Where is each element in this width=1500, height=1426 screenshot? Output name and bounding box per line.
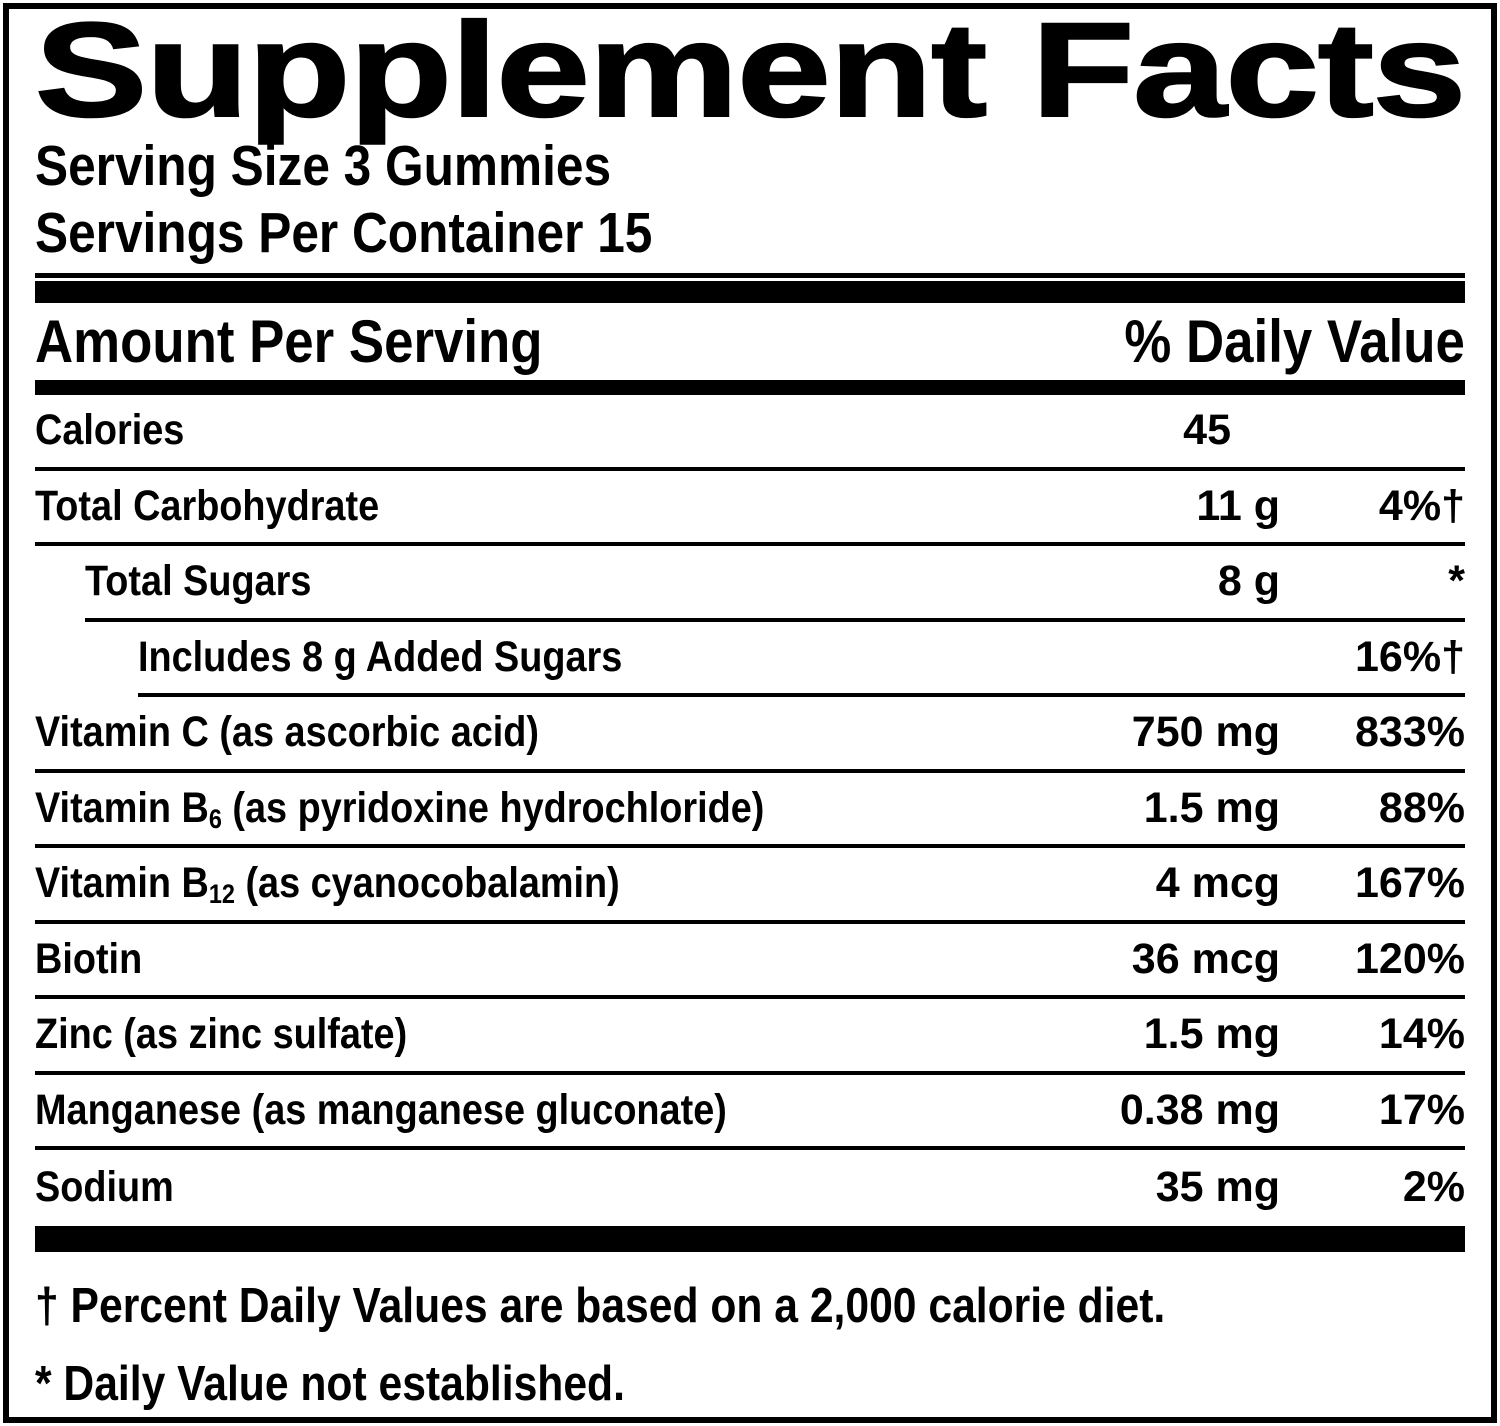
nutrient-amount: 0.38 mg (1119, 1085, 1280, 1134)
nutrient-daily-value: 88% (1378, 783, 1465, 832)
nutrient-daily-value: 167% (1355, 859, 1465, 908)
supplement-facts-panel: Supplement Facts Serving Size 3 Gummies … (3, 3, 1497, 1423)
nutrient-name: Vitamin B6 (as pyridoxine hydrochloride) (35, 783, 765, 834)
panel-title: Supplement Facts (34, 0, 1468, 145)
nutrient-daily-value: 14% (1378, 1010, 1465, 1059)
footnote-dv-not-established: * Daily Value not established. (35, 1356, 1465, 1412)
nutrient-row: Manganese (as manganese gluconate) 0.38 m… (35, 1075, 1465, 1150)
daily-value-header: % Daily Value (1124, 308, 1465, 375)
footnote-daily-values-text: † Percent Daily Values are based on a 2,… (35, 1278, 1166, 1333)
nutrient-daily-value: 4%† (1378, 481, 1465, 530)
nutrient-name: Total Sugars (85, 557, 312, 606)
nutrient-daily-value: 16%† (1355, 632, 1465, 681)
nutrient-name: Vitamin C (as ascorbic acid) (35, 708, 540, 757)
nutrient-name: Vitamin B12 (as cyanocobalamin) (35, 859, 620, 910)
nutrient-row: Vitamin B12 (as cyanocobalamin) 4 mcg 167% (35, 848, 1465, 924)
servings-per-container-line: Servings Per Container 15 (35, 200, 1465, 267)
serving-size-text: Serving Size 3 Gummies (35, 134, 612, 198)
nutrient-amount: 8 g (1217, 557, 1280, 606)
subscript: 12 (208, 879, 235, 910)
nutrient-daily-value: 120% (1355, 934, 1465, 983)
nutrient-name: Sodium (35, 1163, 174, 1212)
thick-divider-top (35, 281, 1465, 303)
nutrient-amount: 1.5 mg (1143, 1010, 1280, 1059)
subscript: 6 (208, 803, 222, 834)
nutrient-amount: 4 mcg (1155, 859, 1280, 908)
panel-title-text: Supplement Facts (34, 0, 1468, 145)
serving-size-line: Serving Size 3 Gummies (35, 133, 1465, 200)
nutrient-row: Includes 8 g Added Sugars 16%† (138, 622, 1465, 697)
footnote-daily-values: † Percent Daily Values are based on a 2,… (35, 1278, 1465, 1334)
nutrient-amount: 36 mcg (1131, 934, 1280, 983)
nutrient-daily-value: 17% (1378, 1085, 1465, 1134)
nutrient-row: Vitamin C (as ascorbic acid) 750 mg 833% (35, 697, 1465, 773)
nutrient-amount: 45 (1183, 406, 1231, 455)
nutrient-daily-value: 2% (1402, 1163, 1465, 1212)
table-header-row: Amount Per Serving % Daily Value (35, 303, 1465, 380)
medium-divider (35, 380, 1465, 395)
nutrient-row: Zinc (as zinc sulfate) 1.5 mg 14% (35, 999, 1465, 1075)
nutrient-amount: 35 mg (1155, 1163, 1280, 1212)
nutrient-name: Total Carbohydrate (35, 481, 380, 530)
thin-divider (35, 273, 1465, 278)
nutrient-row: Biotin 36 mcg 120% (35, 924, 1465, 999)
servings-per-container-text: Servings Per Container 15 (35, 201, 653, 265)
nutrient-name: Biotin (35, 934, 143, 983)
nutrient-daily-value: 833% (1355, 708, 1465, 757)
footnote-dv-not-established-text: * Daily Value not established. (35, 1356, 625, 1411)
nutrient-row: Sodium 35 mg 2% (35, 1150, 1465, 1226)
nutrient-row: Vitamin B6 (as pyridoxine hydrochloride)… (35, 773, 1465, 848)
nutrient-name: Includes 8 g Added Sugars (138, 632, 623, 681)
nutrient-amount: 750 mg (1131, 708, 1280, 757)
amount-per-serving-header: Amount Per Serving (35, 308, 543, 375)
nutrient-name: Zinc (as zinc sulfate) (35, 1010, 408, 1059)
nutrient-amount: 11 g (1196, 481, 1280, 530)
nutrient-row: Total Sugars 8 g * (85, 546, 1465, 622)
nutrient-row: Calories 45 (35, 395, 1465, 471)
nutrient-name: Calories (35, 406, 185, 455)
nutrient-name: Manganese (as manganese gluconate) (35, 1085, 727, 1134)
thick-divider-bottom (35, 1225, 1465, 1252)
nutrient-daily-value: * (1448, 557, 1465, 606)
nutrient-rows: Calories 45 Total Carbohydrate 11 g 4%† Total… (35, 395, 1465, 1226)
nutrient-row: Total Carbohydrate 11 g 4%† (35, 471, 1465, 546)
nutrient-amount: 1.5 mg (1143, 783, 1280, 832)
